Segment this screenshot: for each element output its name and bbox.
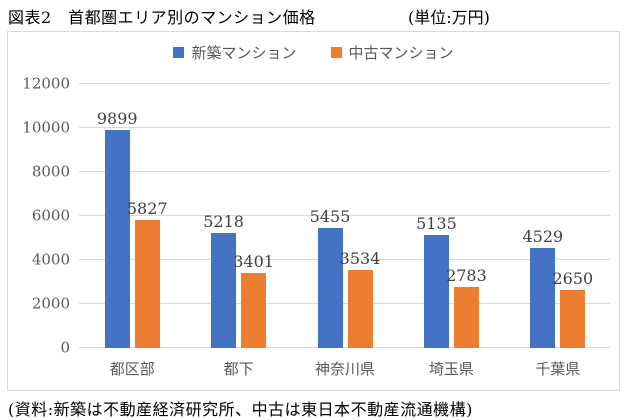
y-tick-label: 0 — [60, 338, 70, 357]
y-tick-label: 12000 — [22, 74, 70, 93]
bar-新築マンション: 5455 — [310, 209, 350, 348]
bar-group: 5135 2783 — [398, 84, 504, 348]
bar-value-label: 5455 — [309, 207, 351, 226]
figure-title: 図表2 首都圏エリア別のマンション価格 — [8, 8, 316, 27]
bar-value-label: 2650 — [552, 268, 594, 288]
gridline — [79, 215, 611, 216]
legend-item-new: 新築マンション — [173, 42, 297, 63]
bar-groups: 9899 5827 5218 3401 5455 3534 5135 2783 4529 2650 — [79, 84, 611, 348]
gridline — [79, 171, 611, 172]
legend-item-used: 中古マンション — [330, 42, 454, 63]
x-category-label: 千葉県 — [535, 360, 581, 378]
bar-value-label: 3534 — [339, 249, 381, 269]
gridline — [79, 259, 611, 260]
bar-group: 9899 5827 — [79, 84, 185, 348]
bar-中古マンション: 3401 — [233, 254, 274, 348]
bar-group: 5455 3534 — [292, 84, 398, 348]
bar-value-label: 5135 — [416, 214, 457, 234]
plot-area: 0 2000 4000 6000 8000 10000 12000 9899 5827 5218 3… — [22, 76, 611, 378]
bar-新築マンション: 9899 — [97, 111, 138, 348]
x-axis-labels: 都区部 都下 神奈川県 埼玉県 千葉県 — [79, 358, 611, 379]
x-category-label: 神奈川県 — [315, 360, 376, 378]
bar-value-label: 2783 — [446, 265, 487, 285]
y-tick-label: 4000 — [31, 250, 70, 269]
bar-value-label: 5827 — [126, 198, 168, 218]
x-category-label: 都下 — [223, 360, 254, 378]
legend-swatch-used — [330, 47, 342, 58]
chart-header: 図表2 首都圏エリア別のマンション価格 (単位:万円) — [8, 4, 622, 28]
bar-value-label: 5218 — [203, 212, 244, 232]
bar-value-label: 3401 — [233, 252, 274, 272]
bar-group: 5218 3401 — [185, 84, 291, 348]
source-note: (資料:新築は不動産経済研究所、中古は東日本不動産流通機構) — [8, 400, 473, 419]
bar-value-label: 4529 — [522, 227, 564, 247]
bar-group: 4529 2650 — [505, 84, 611, 348]
bar-中古マンション: 2650 — [552, 270, 593, 348]
gridline — [79, 347, 611, 348]
y-tick-label: 10000 — [22, 118, 70, 137]
bar-新築マンション: 4529 — [522, 229, 563, 348]
y-tick-label: 6000 — [31, 206, 70, 225]
bar-新築マンション: 5135 — [416, 216, 457, 348]
x-category-label: 埼玉県 — [428, 360, 474, 378]
y-tick-label: 8000 — [31, 162, 70, 181]
gridline — [79, 83, 611, 84]
bar-中古マンション: 3534 — [340, 251, 380, 348]
bar-中古マンション: 5827 — [127, 200, 168, 348]
legend: 新築マンション 中古マンション — [8, 42, 619, 63]
bar-value-label: 9899 — [96, 109, 138, 129]
gridline — [79, 127, 611, 128]
legend-label-new: 新築マンション — [191, 44, 297, 62]
y-tick-label: 2000 — [31, 294, 70, 313]
bar-新築マンション: 5218 — [203, 214, 244, 348]
legend-label-used: 中古マンション — [348, 44, 454, 62]
chart-frame: 新築マンション 中古マンション 0 2000 4000 6000 8000 10000 12… — [7, 31, 620, 391]
x-category-label: 都区部 — [109, 360, 155, 378]
gridline — [79, 303, 611, 304]
unit-label: (単位:万円) — [408, 8, 490, 27]
bar-中古マンション: 2783 — [446, 267, 487, 348]
legend-swatch-new — [173, 47, 185, 58]
